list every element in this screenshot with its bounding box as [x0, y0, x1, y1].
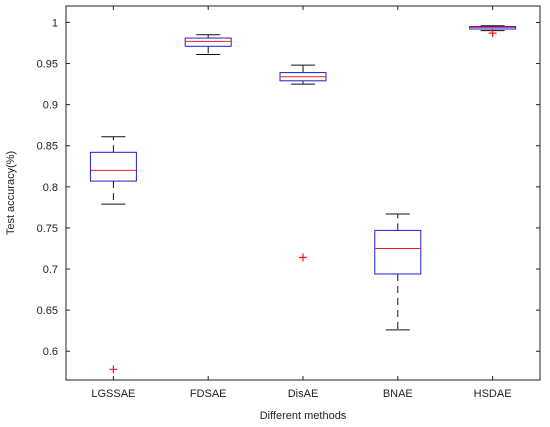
y-tick-label: 0.6: [43, 346, 58, 358]
x-tick-label: FDSAE: [190, 388, 227, 400]
y-tick-label: 0.65: [37, 305, 58, 317]
y-tick-label: 0.9: [43, 100, 58, 112]
box: [89, 151, 137, 182]
y-axis-label: Test accuracy(%): [5, 151, 17, 235]
y-tick-label: 0.8: [43, 182, 58, 194]
x-tick-label: LGSSAE: [91, 388, 135, 400]
y-tick-label: 0.7: [43, 264, 58, 276]
x-tick-label: DisAE: [288, 388, 319, 400]
y-tick-label: 0.85: [37, 141, 58, 153]
x-tick-label: HSDAE: [474, 388, 512, 400]
y-tick-label: 1: [52, 17, 58, 29]
x-axis-label: Different methods: [260, 410, 347, 422]
y-tick-label: 0.95: [37, 59, 58, 71]
box: [184, 37, 232, 47]
y-tick-label: 0.75: [37, 223, 58, 235]
plot-area: 0.6 0.65 0.7 0.75 0.8 0.85 0.9 0.95 1 LGSSAE FDSAE…: [37, 5, 541, 400]
box: [374, 229, 422, 275]
outlier-marker: [488, 29, 497, 38]
outlier-marker: [299, 253, 307, 262]
outlier-marker: [109, 365, 118, 374]
x-tick-label: BNAE: [383, 388, 413, 400]
plot-frame: [65, 5, 541, 381]
